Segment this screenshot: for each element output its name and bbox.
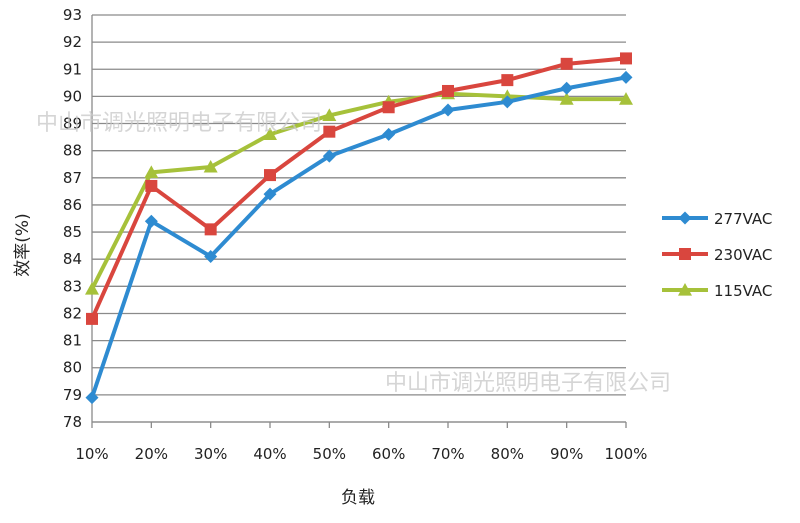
point-277VAC-10% — [85, 391, 99, 405]
y-tick-92: 92 — [63, 33, 82, 51]
x-tick-40%: 40% — [253, 445, 286, 463]
y-tick-91: 91 — [63, 60, 82, 78]
point-230VAC-40% — [264, 169, 276, 182]
y-tick-84: 84 — [63, 250, 82, 268]
point-277VAC-30% — [204, 249, 218, 263]
point-115VAC-10% — [85, 282, 99, 295]
point-277VAC-60% — [382, 127, 396, 141]
series-lines — [85, 52, 633, 405]
x-tick-80%: 80% — [491, 445, 524, 463]
point-230VAC-90% — [560, 57, 573, 70]
point-277VAC-50% — [322, 149, 336, 163]
point-230VAC-30% — [204, 223, 217, 236]
y-tick-labels: 78 79 80 81 82 83 84 85 86 87 88 89 90 91 92 93 — [63, 6, 82, 431]
watermark-text-lower: 中山市调光照明电子有限公司 — [385, 371, 671, 396]
x-tick-50%: 50% — [313, 445, 346, 463]
point-115VAC-50% — [322, 108, 337, 121]
point-230VAC-70% — [442, 84, 454, 97]
x-axis-title: 负载 — [341, 488, 375, 508]
point-230VAC-80% — [501, 74, 514, 87]
point-115VAC-40% — [263, 127, 277, 140]
y-axis-title: 效率(%) — [13, 213, 33, 276]
x-tick-10%: 10% — [75, 445, 108, 463]
x-tick-30%: 30% — [194, 445, 227, 463]
legend-label-277VAC: 277VAC — [714, 210, 772, 228]
point-115VAC-100% — [619, 92, 633, 105]
legend-marker-230VAC — [679, 248, 691, 260]
point-277VAC-70% — [441, 103, 455, 117]
y-tick-86: 86 — [63, 196, 82, 214]
axes — [91, 15, 627, 428]
series-line-230VAC — [90, 56, 627, 320]
y-tick-80: 80 — [63, 359, 82, 377]
series-230VAC — [86, 52, 632, 325]
series-line-277VAC — [90, 75, 627, 399]
y-tick-89: 89 — [63, 115, 82, 133]
point-230VAC-60% — [382, 101, 395, 114]
point-277VAC-20% — [144, 214, 158, 228]
legend-label-115VAC: 115VAC — [714, 282, 772, 300]
point-277VAC-100% — [619, 70, 633, 84]
watermark-text: 中山市调光照明电子有限公司 — [36, 111, 322, 136]
point-115VAC-20% — [144, 165, 159, 178]
legend-marker-277VAC — [678, 211, 692, 225]
y-tick-82: 82 — [63, 304, 82, 322]
point-230VAC-20% — [145, 179, 158, 192]
legend-label-230VAC: 230VAC — [714, 246, 772, 264]
y-tick-93: 93 — [63, 6, 82, 24]
grid-lines — [92, 14, 626, 423]
y-tick-88: 88 — [63, 142, 82, 160]
x-tick-labels: 10% 20% 30% 40% 50% 60% 70% 80% 90% 100% — [75, 445, 647, 463]
x-tick-60%: 60% — [372, 445, 405, 463]
y-tick-78: 78 — [63, 413, 82, 431]
x-tick-70%: 70% — [431, 445, 464, 463]
point-115VAC-90% — [559, 92, 574, 105]
y-tick-83: 83 — [63, 277, 82, 295]
y-tick-87: 87 — [63, 169, 82, 187]
series-line-115VAC — [90, 91, 626, 290]
x-tick-20%: 20% — [135, 445, 168, 463]
point-277VAC-90% — [560, 81, 574, 95]
x-tick-100%: 100% — [605, 445, 648, 463]
y-tick-81: 81 — [63, 332, 82, 350]
legend-marker-115VAC — [678, 283, 692, 296]
y-tick-85: 85 — [63, 223, 82, 241]
point-230VAC-50% — [323, 125, 336, 138]
point-277VAC-40% — [263, 187, 277, 201]
y-tick-90: 90 — [63, 87, 82, 105]
x-tick-90%: 90% — [550, 445, 583, 463]
point-230VAC-10% — [86, 312, 98, 325]
y-tick-79: 79 — [63, 386, 82, 404]
series-277VAC — [85, 70, 633, 405]
legend: 277VAC 230VAC 115VAC — [662, 210, 772, 300]
point-115VAC-30% — [203, 159, 218, 173]
point-230VAC-100% — [620, 52, 632, 65]
point-277VAC-80% — [500, 95, 514, 109]
